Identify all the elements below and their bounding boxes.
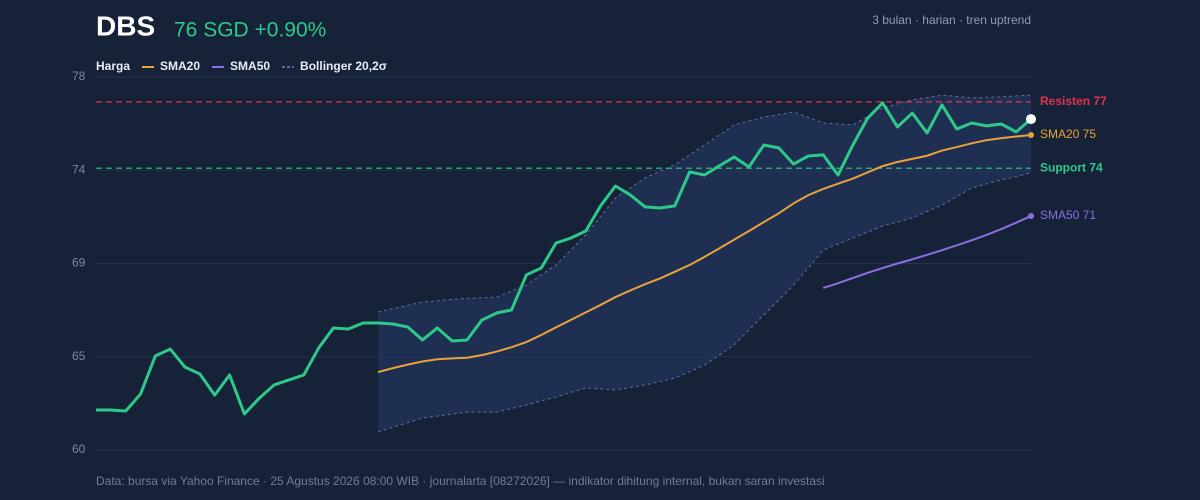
bollinger-upper bbox=[377, 94, 1032, 313]
legend-label: Harga bbox=[96, 59, 130, 73]
y-tick-label: 60 bbox=[72, 442, 86, 456]
source-note: Data: bursa via Yahoo Finance · 25 Agust… bbox=[96, 474, 825, 488]
series-line bbox=[377, 134, 1032, 374]
series-line bbox=[96, 101, 1032, 416]
series-line bbox=[822, 215, 1032, 289]
y-tick-label: 69 bbox=[72, 256, 86, 270]
end-dot bbox=[1028, 213, 1034, 220]
bollinger-area bbox=[377, 95, 1031, 432]
bollinger-lower bbox=[377, 172, 1032, 433]
chart-note: 3 bulan · harian · tren uptrend bbox=[872, 13, 1031, 27]
y-tick-label: 65 bbox=[72, 349, 86, 363]
level-label: Support 74 bbox=[1040, 160, 1103, 174]
end-label: SMA50 71 bbox=[1040, 208, 1096, 222]
end-dot bbox=[1028, 132, 1034, 139]
y-tick-label: 78 bbox=[72, 69, 86, 83]
y-tick-label: 74 bbox=[72, 162, 86, 176]
legend-label: SMA20 bbox=[160, 59, 200, 73]
level-label: Resisten 77 bbox=[1040, 94, 1107, 108]
end-dot bbox=[1026, 114, 1036, 125]
legend-label: Bollinger 20,2σ bbox=[300, 59, 387, 73]
chart-subtitle: 76 SGD +0.90% bbox=[174, 19, 326, 42]
chart-title: DBS bbox=[96, 10, 155, 41]
end-label: SMA20 75 bbox=[1040, 127, 1096, 141]
legend-label: SMA50 bbox=[230, 59, 270, 73]
